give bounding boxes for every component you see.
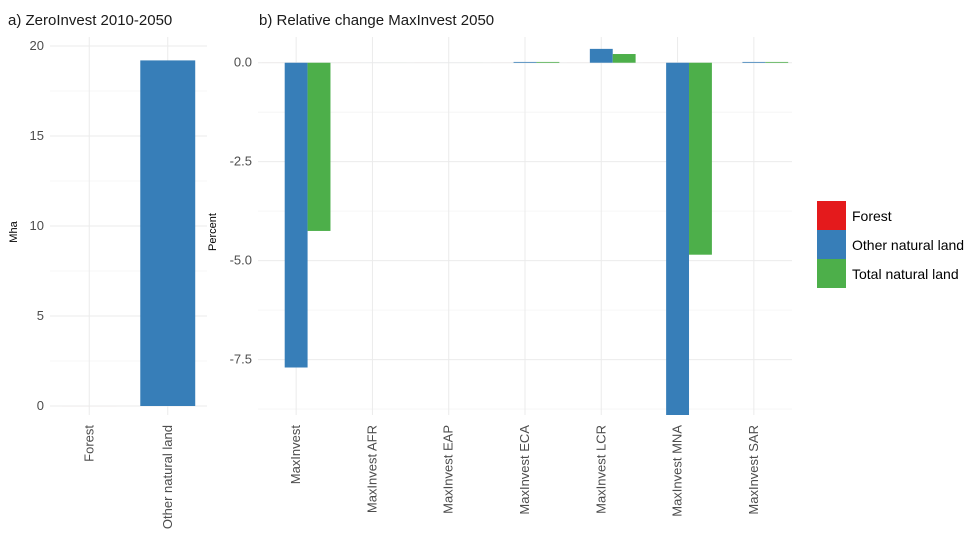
panel-a-bars	[61, 60, 196, 407]
panel-b-bar	[689, 62, 712, 255]
panel-b-bar	[284, 62, 308, 368]
panel-b-bar	[666, 62, 690, 415]
panel-a-bar	[140, 60, 196, 407]
panel-b-x-tick-label: MaxInvest AFR	[364, 425, 379, 513]
panel-b-bar	[612, 54, 636, 63]
panel-a-y-tick-label: 20	[30, 38, 44, 53]
panel-a-y-axis-label: Mha	[8, 220, 20, 242]
panel-b-x-tick-label: MaxInvest LCR	[593, 425, 608, 514]
panel-b-bar	[742, 61, 766, 63]
panel-b-x-ticks: MaxInvest MaxInvest AFR MaxInvest EAP MaxIn…	[288, 425, 761, 517]
panel-a-y-tick-label: 5	[37, 308, 44, 323]
panel-b-y-tick-label: 0.0	[234, 55, 252, 70]
panel-b-y-tick-label: -7.5	[230, 352, 252, 367]
panel-b-y-axis-label: Percent	[207, 213, 219, 251]
panel-b-bar	[513, 61, 537, 63]
legend-label: Total natural land	[852, 266, 959, 282]
panel-b-x-tick-label: MaxInvest SAR	[746, 425, 761, 515]
panel-b-bar	[589, 48, 613, 63]
legend-label: Forest	[852, 208, 892, 224]
panel-b-x-tick-label: MaxInvest ECA	[517, 425, 532, 515]
panel-b-bar	[765, 61, 789, 63]
legend-swatch	[817, 230, 846, 259]
panel-a-title: a) ZeroInvest 2010-2050	[8, 12, 172, 29]
legend: Forest Other natural land Total natural la…	[817, 201, 964, 288]
panel-b-y-ticks: 0.0 -2.5 -5.0 -7.5	[230, 55, 252, 367]
panel-b-bar	[536, 61, 560, 63]
panel-b-x-tick-label: MaxInvest EAP	[441, 425, 456, 514]
panel-b-x-tick-label: MaxInvest MNA	[670, 425, 685, 517]
panel-b-title: b) Relative change MaxInvest 2050	[259, 12, 494, 29]
panel-b-x-tick-label: MaxInvest	[288, 425, 303, 485]
panel-a-y-tick-label: 0	[37, 398, 44, 413]
legend-swatch	[817, 259, 846, 288]
panel-a-x-tick-label: Other natural land	[160, 425, 175, 529]
panel-b-y-tick-label: -5.0	[230, 253, 252, 268]
panel-a-y-tick-label: 15	[30, 128, 44, 143]
panel-a-x-ticks: Forest Other natural land	[81, 425, 175, 529]
panel-zeroinvest: a) ZeroInvest 2010-2050 0 5 10 15 20 Forest O…	[8, 12, 207, 529]
legend-swatch	[817, 201, 846, 230]
panel-a-y-ticks: 0 5 10 15 20	[30, 38, 44, 413]
panel-b-bar	[307, 62, 331, 231]
panel-a-y-tick-label: 10	[30, 218, 44, 233]
panel-b-bars	[261, 48, 789, 415]
panel-maxinvest: b) Relative change MaxInvest 2050 0.0 -2.…	[207, 12, 792, 517]
panel-a-x-tick-label: Forest	[81, 425, 96, 462]
legend-label: Other natural land	[852, 237, 964, 253]
panel-b-y-tick-label: -2.5	[230, 154, 252, 169]
